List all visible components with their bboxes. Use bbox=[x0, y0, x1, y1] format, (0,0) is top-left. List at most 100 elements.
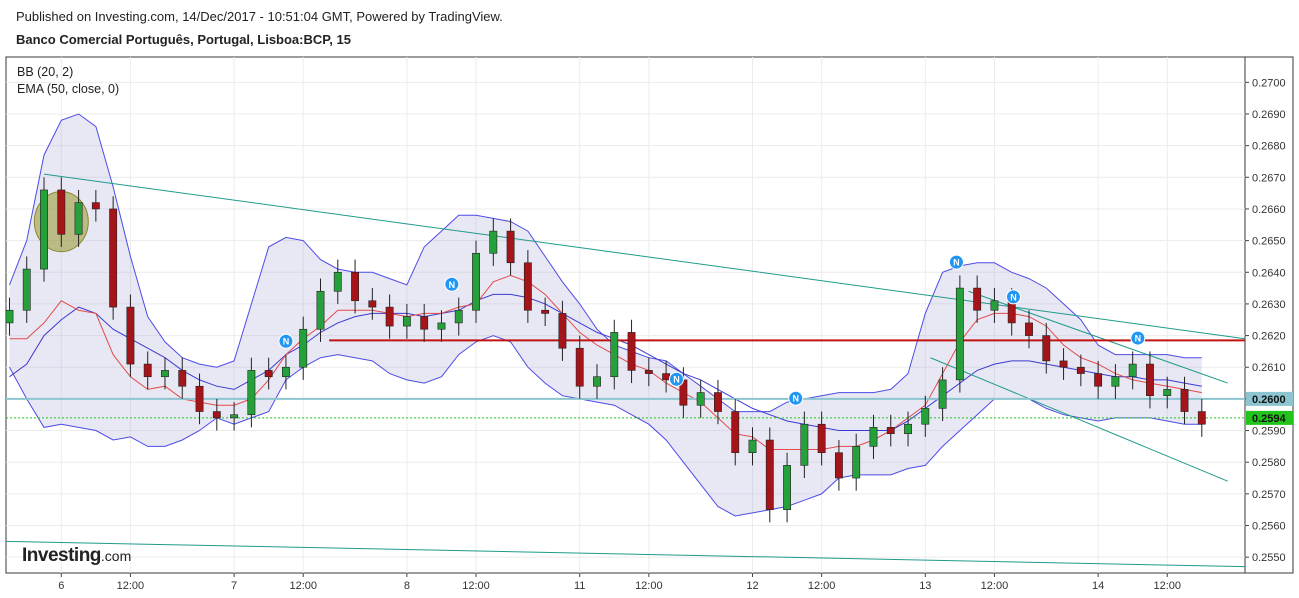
candle-body bbox=[74, 202, 83, 235]
candle-body bbox=[506, 230, 515, 264]
x-tick-label: 12:00 bbox=[289, 580, 317, 592]
candle-body bbox=[973, 287, 982, 311]
candle-body bbox=[161, 370, 169, 378]
candle-body bbox=[264, 370, 273, 378]
news-marker-glyph: N bbox=[449, 280, 456, 290]
x-tick-label: 12 bbox=[746, 580, 758, 592]
candle-body bbox=[1197, 411, 1206, 425]
x-tick-label: 12:00 bbox=[1153, 580, 1181, 592]
candle-body bbox=[575, 347, 584, 387]
news-marker-glyph: N bbox=[1135, 334, 1142, 344]
y-tick-label: 0.2550 bbox=[1252, 552, 1286, 564]
candle-body bbox=[834, 452, 843, 479]
candle-body bbox=[230, 414, 239, 419]
investing-logo: Investing.com bbox=[22, 545, 131, 567]
y-tick-label: 0.2690 bbox=[1252, 109, 1286, 121]
x-tick-label: 12:00 bbox=[462, 580, 490, 592]
price-badges: 0.2600 0.2594 bbox=[1246, 391, 1293, 425]
news-marker bbox=[1005, 289, 1021, 305]
y-tick-label: 0.2660 bbox=[1252, 204, 1286, 216]
x-tick-label: 11 bbox=[574, 580, 585, 592]
price-badge-label: 0.2594 bbox=[1252, 413, 1287, 425]
news-marker-glyph: N bbox=[673, 375, 680, 385]
candle-body bbox=[541, 309, 550, 314]
price-badge-label: 0.2600 bbox=[1252, 394, 1286, 406]
instrument-title: Banco Comercial Português, Portugal, Lis… bbox=[16, 32, 351, 47]
candle-body bbox=[143, 363, 152, 378]
news-markers[interactable]: N N N N N N N bbox=[278, 254, 1146, 406]
bb-fill bbox=[9, 114, 1202, 516]
bb-upper-line bbox=[9, 113, 1202, 413]
candle-body bbox=[1025, 322, 1033, 336]
x-tick-label: 13 bbox=[919, 580, 931, 592]
candle-body bbox=[489, 230, 498, 254]
y-tick-label: 0.2640 bbox=[1252, 267, 1286, 279]
candle-body bbox=[938, 379, 947, 409]
logo-main: Investing bbox=[22, 545, 101, 566]
candle-body bbox=[610, 332, 619, 378]
x-tick-label: 7 bbox=[231, 580, 237, 592]
x-tick-label: 12:00 bbox=[808, 580, 836, 592]
trend-line bbox=[5, 540, 1246, 568]
candle-body bbox=[1163, 389, 1172, 397]
candle-body bbox=[472, 252, 480, 311]
candle-body bbox=[852, 446, 861, 479]
news-marker-glyph: N bbox=[953, 258, 960, 268]
y-tick-label: 0.2590 bbox=[1252, 426, 1286, 438]
news-marker bbox=[668, 371, 684, 387]
news-marker bbox=[278, 333, 294, 349]
candle-body bbox=[731, 411, 740, 454]
x-tick-label: 6 bbox=[58, 580, 64, 592]
candle-body bbox=[299, 328, 308, 368]
candle-body bbox=[1180, 389, 1189, 412]
price-badge bbox=[1246, 391, 1293, 406]
candle-body bbox=[593, 376, 601, 387]
candle-body bbox=[800, 423, 809, 466]
trend-line bbox=[930, 357, 1228, 482]
candle-body bbox=[1094, 373, 1103, 387]
candle-body bbox=[1076, 366, 1085, 374]
candle-body bbox=[1146, 363, 1154, 397]
candle-body bbox=[5, 309, 14, 324]
candle-body bbox=[402, 316, 411, 327]
x-tick-label: 12:00 bbox=[981, 580, 1009, 592]
candle-body bbox=[57, 189, 66, 235]
news-marker-glyph: N bbox=[283, 337, 290, 347]
candle-body bbox=[195, 385, 204, 412]
candle-body bbox=[282, 366, 290, 378]
news-marker-glyph: N bbox=[792, 394, 799, 404]
candle-body bbox=[783, 465, 792, 510]
y-tick-label: 0.2670 bbox=[1252, 172, 1286, 184]
candle-body bbox=[765, 439, 774, 510]
x-tick-label: 12:00 bbox=[117, 580, 145, 592]
news-marker bbox=[1130, 330, 1146, 346]
candle-body bbox=[869, 427, 878, 447]
news-marker-glyph: N bbox=[1010, 292, 1017, 302]
ema-line bbox=[9, 274, 1202, 450]
candle-body bbox=[627, 332, 636, 371]
x-tick-label: 14 bbox=[1092, 580, 1104, 592]
candle-body bbox=[1059, 360, 1068, 368]
legend-ema: EMA (50, close, 0) bbox=[17, 82, 120, 96]
candle-body bbox=[990, 300, 999, 311]
candle-body bbox=[420, 316, 429, 330]
y-tick-label: 0.2610 bbox=[1252, 362, 1286, 374]
candle-body bbox=[886, 427, 895, 435]
published-caption: Published on Investing.com, 14/Dec/2017 … bbox=[16, 9, 503, 24]
candle-body bbox=[212, 411, 221, 419]
candle-body bbox=[921, 408, 930, 425]
candle-body bbox=[385, 306, 394, 327]
x-tick-label: 8 bbox=[404, 580, 410, 592]
y-tick-label: 0.2560 bbox=[1252, 521, 1286, 533]
y-tick-label: 0.2680 bbox=[1252, 141, 1286, 153]
candle-body bbox=[40, 189, 48, 270]
y-tick-label: 0.2700 bbox=[1252, 77, 1286, 89]
candle-body bbox=[316, 290, 325, 330]
candle-body bbox=[904, 423, 912, 435]
candle-body bbox=[748, 439, 757, 454]
candle-body bbox=[1042, 335, 1051, 362]
candle-body bbox=[696, 392, 705, 406]
plot-frame bbox=[5, 56, 1294, 574]
candle-body bbox=[817, 423, 826, 454]
